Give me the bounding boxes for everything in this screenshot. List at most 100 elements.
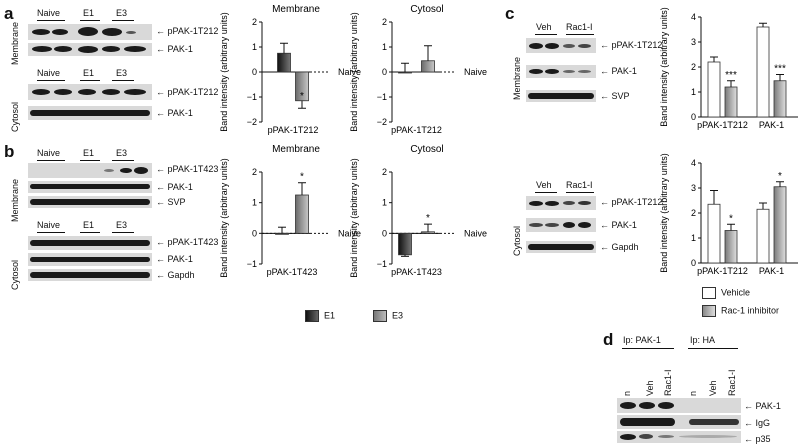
bar — [707, 203, 721, 264]
band-label: ← PAK-1 — [600, 66, 637, 76]
lane-label-naive: Naive — [37, 68, 61, 78]
category-label: PAK-1 — [759, 266, 784, 276]
panel-label-c: c — [505, 4, 515, 23]
lane-underline — [566, 34, 594, 35]
lane-underline — [535, 34, 557, 35]
chart-title: Cytosol — [410, 144, 443, 155]
y-tick-label: 0 — [252, 228, 257, 238]
band-label: ← pPAK-1T423 — [156, 164, 219, 174]
lane-underline — [80, 160, 100, 161]
y-tick-label: 2 — [691, 62, 696, 72]
blot-strip — [526, 38, 596, 53]
legend-swatch-rac-inhibitor — [702, 305, 716, 317]
y-axis-label: Band intensity (arbitrary units) — [659, 7, 669, 127]
legend-e3: E3 — [373, 310, 403, 322]
lane-label-e3: E3 — [116, 220, 128, 230]
band-label: ← PAK-1 — [156, 182, 193, 192]
y-tick-label: 2 — [252, 167, 257, 177]
blot-strip — [28, 236, 152, 250]
blot-strip — [28, 84, 152, 100]
panel-label-d: d — [603, 330, 614, 349]
significance-marker: *** — [725, 70, 737, 81]
lane-label-rac1: Rac1-I — [566, 22, 593, 32]
y-tick-label: −2 — [377, 117, 387, 127]
bar — [421, 231, 435, 234]
y-tick-label: 0 — [382, 67, 387, 77]
lane-underline — [80, 232, 100, 233]
reference-label: Naive — [464, 67, 487, 77]
y-tick-label: 1 — [252, 198, 257, 208]
band-label: ← pPAK-1T423 — [156, 237, 219, 247]
bar — [724, 86, 738, 118]
reference-label: Naive — [338, 228, 361, 238]
blot-strip — [28, 163, 152, 178]
blot-strip — [28, 106, 152, 120]
chart-title: Membrane — [272, 144, 320, 155]
lane-label-e1: E1 — [83, 148, 95, 158]
category-label: pPAK-1T212 — [391, 125, 442, 135]
lane-underline — [37, 80, 65, 81]
category-label: pPAK-1T423 — [391, 267, 442, 277]
blot-strip — [526, 65, 596, 78]
blot-strip — [526, 90, 596, 102]
lane-label-e3: E3 — [116, 8, 128, 18]
lane-underline — [37, 160, 65, 161]
ip-group-label: Ip: HA — [690, 335, 716, 345]
band-label: ← SVP — [600, 91, 630, 101]
y-tick-label: −1 — [377, 92, 387, 102]
blot-strip — [617, 415, 741, 429]
y-tick-label: 1 — [691, 87, 696, 97]
band-label: ← Gapdh — [600, 242, 639, 252]
blot-strip — [526, 241, 596, 253]
blot-strip — [28, 269, 152, 281]
category-label: pPAK-1T212 — [697, 266, 748, 276]
band-label: ← pPAK-1T212 — [600, 197, 663, 207]
y-tick-label: 0 — [382, 228, 387, 238]
blot-strip — [526, 196, 596, 210]
blot-strip — [526, 218, 596, 232]
y-axis-label: Band intensity (arbitrary units) — [659, 153, 669, 273]
lane-label-naive: Naive — [37, 220, 61, 230]
bar — [724, 230, 738, 264]
y-axis-label: Band intensity (arbitrary units) — [219, 158, 229, 278]
lane-label-e1: E1 — [83, 220, 95, 230]
band-label: ← p35 — [744, 434, 771, 444]
reference-label: Naive — [338, 67, 361, 77]
panel-label-b: b — [4, 142, 15, 161]
band-label: ← PAK-1 — [156, 108, 193, 118]
category-label: pPAK-1T212 — [268, 125, 319, 135]
lane-underline — [112, 232, 134, 233]
band-label: ← SVP — [156, 197, 186, 207]
significance-marker: *** — [774, 64, 786, 75]
y-axis-label: Band intensity (arbitrary units) — [349, 158, 359, 278]
y-tick-label: 1 — [252, 42, 257, 52]
lane-label-naive: Naive — [37, 148, 61, 158]
y-tick-label: 1 — [382, 42, 387, 52]
reference-label: Naive — [464, 228, 487, 238]
legend-swatch-e1 — [305, 310, 319, 322]
blot-strip — [28, 43, 152, 56]
y-tick-label: 2 — [382, 17, 387, 27]
lane-underline — [37, 20, 65, 21]
y-tick-label: 2 — [691, 208, 696, 218]
band-label: ← Gapdh — [156, 270, 195, 280]
lane-underline — [37, 232, 65, 233]
y-tick-label: −1 — [377, 259, 387, 269]
lane-label-veh: Veh — [536, 180, 552, 190]
bar — [756, 26, 770, 118]
band-label: ← PAK-1 — [744, 401, 781, 411]
y-tick-label: 0 — [691, 112, 696, 122]
panel-label-a: a — [4, 4, 14, 23]
y-tick-label: 3 — [691, 183, 696, 193]
lane-label-rac1: Rac1-I — [566, 180, 593, 190]
bar — [398, 71, 412, 74]
ip-group-underline — [622, 348, 674, 349]
band-label: ← PAK-1 — [156, 44, 193, 54]
significance-marker: * — [300, 91, 304, 102]
blot-strip — [28, 196, 152, 208]
bar — [295, 194, 309, 234]
bar — [421, 60, 435, 73]
ip-group-underline — [688, 348, 738, 349]
bar — [756, 208, 770, 264]
